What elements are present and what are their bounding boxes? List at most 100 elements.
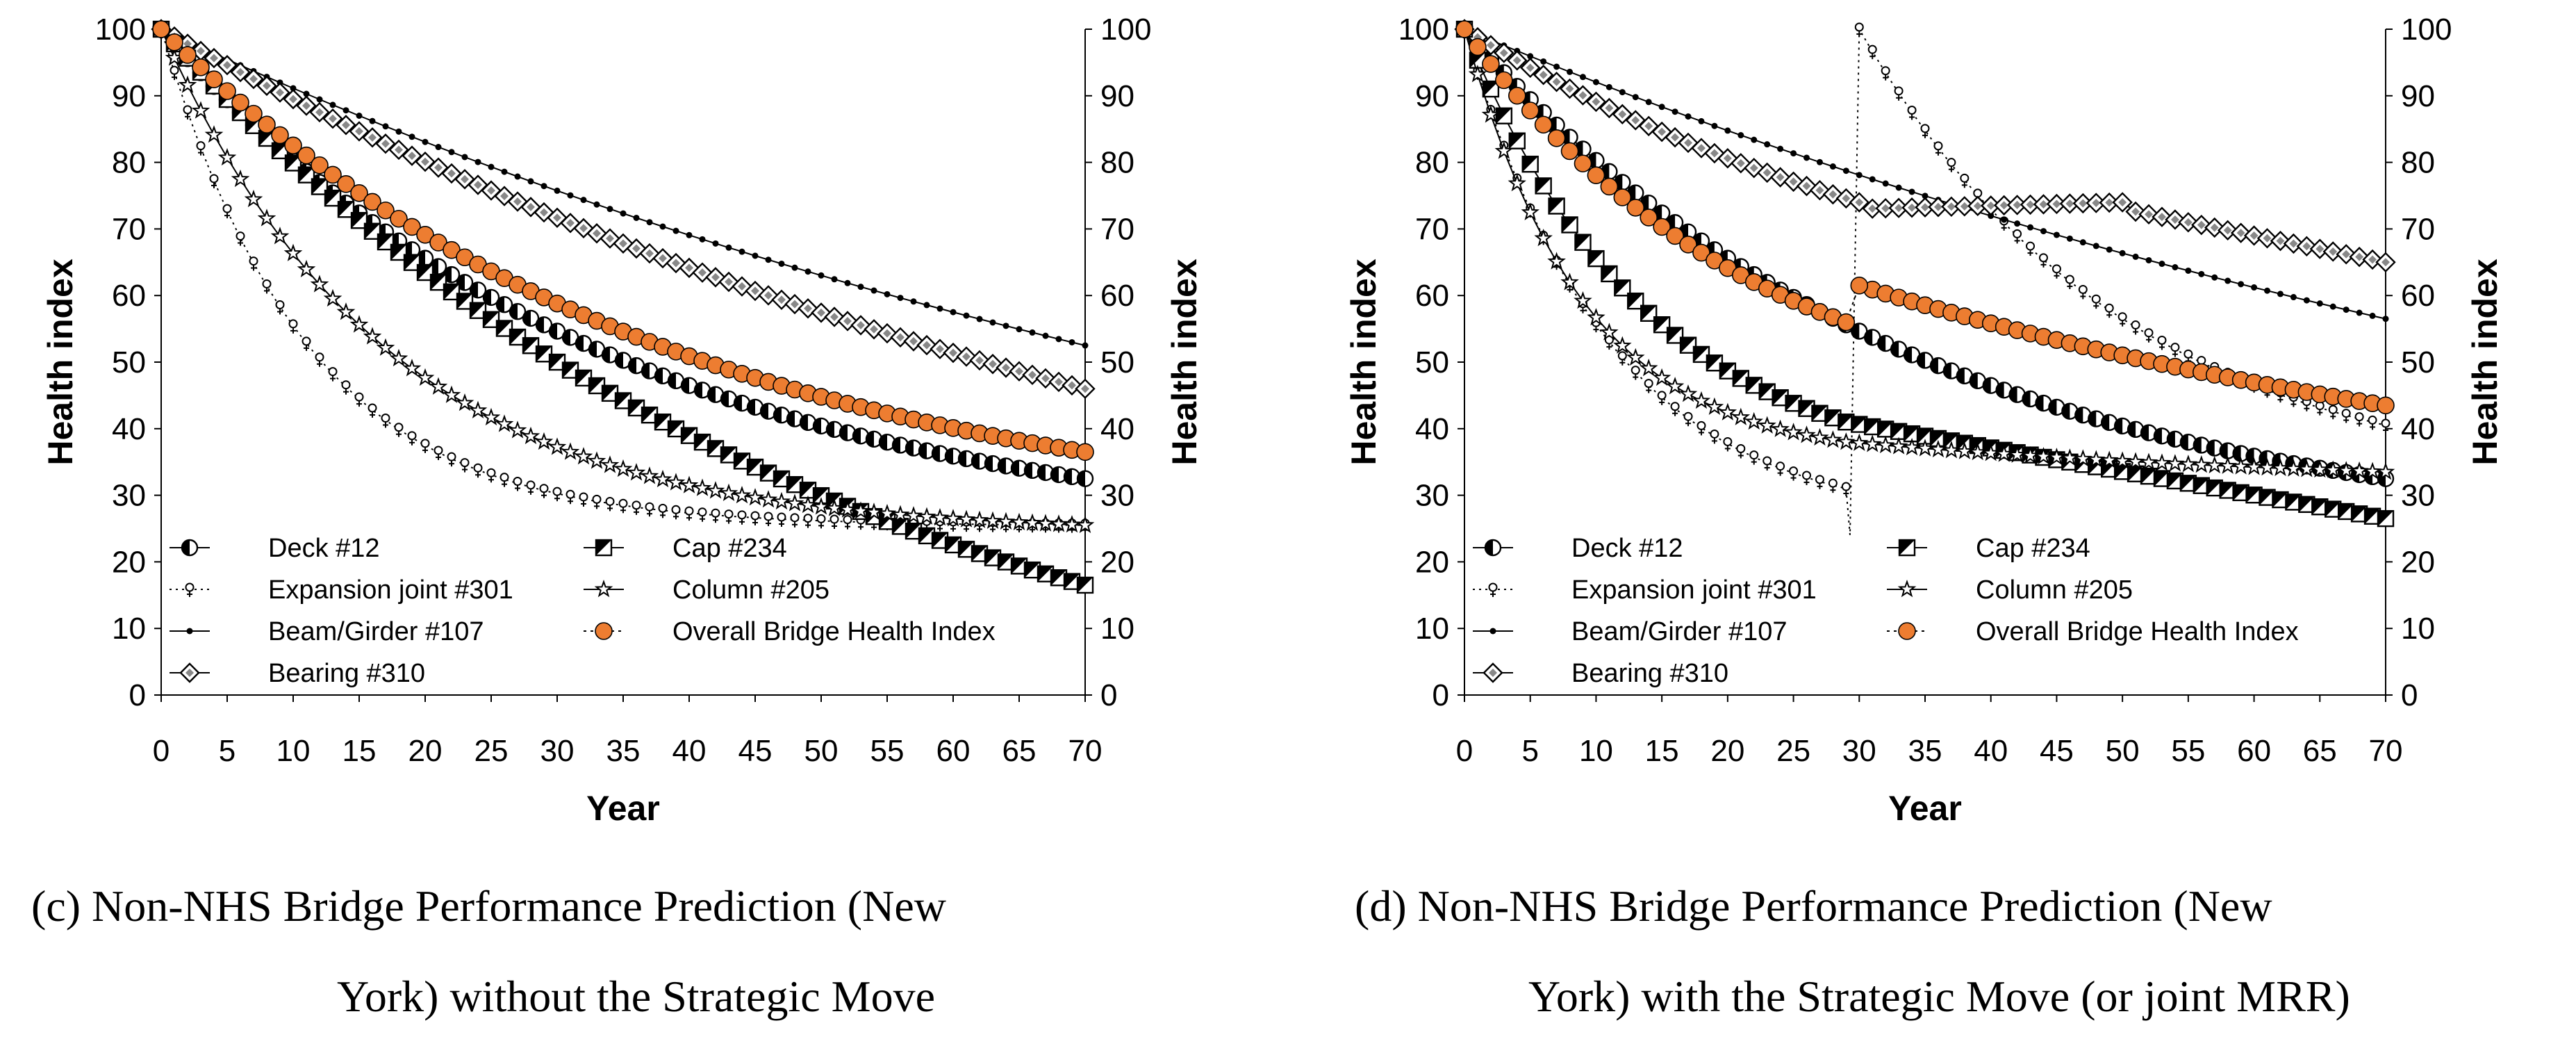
bearing-marker — [217, 55, 238, 76]
deck-marker — [2219, 442, 2236, 459]
joint-marker — [460, 458, 470, 473]
joint-marker — [737, 510, 747, 525]
y-tick-label-right: 70 — [2401, 212, 2435, 246]
joint-marker — [262, 279, 272, 294]
deck-marker — [2074, 406, 2092, 424]
deck-marker — [957, 450, 975, 468]
deck-marker — [2113, 417, 2131, 435]
deck-marker — [522, 309, 540, 327]
column-marker — [376, 338, 395, 356]
overall-marker — [1837, 313, 1856, 332]
deck-marker — [1916, 352, 1934, 369]
x-tick-label: 55 — [2171, 734, 2205, 768]
deck-marker — [2245, 448, 2263, 465]
beam-marker — [2106, 246, 2113, 253]
beam-marker — [1029, 329, 1036, 336]
bearing-marker — [2362, 249, 2383, 270]
beam-marker — [1605, 83, 1612, 90]
cap-marker — [1614, 279, 1631, 297]
x-tick-label: 35 — [606, 734, 641, 768]
cap-marker — [2232, 484, 2249, 502]
beam-marker — [1751, 136, 1758, 143]
bearing-marker — [890, 327, 911, 348]
beam-marker — [910, 298, 917, 305]
joint-marker — [354, 392, 364, 407]
beam-marker — [2369, 312, 2376, 319]
joint-marker — [1802, 471, 1812, 486]
joint-marker — [1828, 478, 1838, 493]
y-tick-label-right: 50 — [2401, 345, 2435, 379]
column-marker — [693, 478, 712, 496]
bearing-marker — [1638, 115, 1659, 137]
series-line — [1464, 28, 2386, 263]
joint-marker — [288, 319, 298, 334]
beam-marker — [2079, 239, 2086, 246]
joint-marker — [1710, 429, 1719, 444]
series-line — [160, 28, 1086, 346]
y-tick-label-right: 80 — [2401, 146, 2435, 180]
cap-marker — [390, 243, 408, 261]
overall-marker — [337, 174, 355, 193]
cap-marker — [561, 361, 579, 379]
column-marker — [547, 437, 567, 455]
overall-marker — [1706, 252, 1724, 270]
y-axis-title-left: Health index — [41, 259, 80, 465]
column-marker — [2099, 450, 2119, 468]
joint-marker — [671, 505, 681, 520]
joint-marker — [341, 380, 351, 395]
beam-marker — [963, 312, 970, 319]
y-tick-label-right: 100 — [2401, 13, 2452, 47]
column-marker — [1897, 579, 1917, 598]
bearing-marker — [626, 238, 647, 259]
y-tick-label-right: 30 — [2401, 479, 2435, 513]
beam-marker — [1645, 99, 1652, 106]
y-tick-label: 60 — [1415, 279, 1449, 313]
beam-marker — [1922, 193, 1929, 199]
beam-marker — [2238, 281, 2245, 288]
column-marker — [745, 488, 765, 506]
beam-marker — [1685, 113, 1692, 120]
beam-marker — [712, 240, 719, 247]
column-marker — [1797, 425, 1816, 443]
overall-marker — [245, 104, 263, 123]
beam-marker — [382, 123, 389, 130]
beam-marker — [686, 231, 693, 238]
joint-marker — [1762, 456, 1772, 471]
joint-marker — [658, 503, 668, 518]
beam-marker — [316, 96, 323, 103]
legend-label: Expansion joint #301 — [1571, 575, 1817, 605]
y-tick-label: 50 — [1415, 345, 1449, 379]
column-marker — [2218, 456, 2237, 474]
bearing-marker — [2375, 252, 2396, 272]
beam-marker — [2014, 220, 2021, 227]
y-tick-label-right: 10 — [1100, 612, 1134, 646]
bearing-marker — [415, 151, 436, 172]
beam-marker — [1895, 184, 1902, 191]
cap-marker — [1929, 430, 1947, 448]
legend-label: Bearing #310 — [1571, 659, 1728, 688]
bearing-marker — [758, 285, 779, 306]
beam-marker — [633, 214, 640, 221]
joint-marker — [473, 463, 483, 478]
beam-marker — [1658, 104, 1665, 111]
beam-marker — [1082, 342, 1089, 349]
column-marker — [1744, 411, 1764, 430]
deck-marker — [2088, 410, 2105, 427]
overall-marker — [152, 20, 170, 38]
joint-marker — [816, 514, 826, 529]
column-marker — [495, 414, 514, 432]
joint-marker — [565, 489, 575, 505]
bearing-marker — [256, 75, 277, 97]
joint-marker — [1776, 461, 1785, 476]
y-tick-label-right: 20 — [1100, 545, 1134, 579]
beam-marker — [620, 210, 627, 217]
cap-marker — [495, 320, 513, 337]
beam-marker — [474, 158, 481, 165]
overall-marker — [1640, 209, 1658, 227]
beam-marker — [1764, 141, 1771, 148]
joint-marker — [328, 367, 338, 382]
cap-marker — [297, 166, 315, 183]
x-tick-label: 30 — [1842, 734, 1876, 768]
bearing-marker — [1533, 65, 1554, 85]
joint-marker — [1488, 582, 1498, 597]
